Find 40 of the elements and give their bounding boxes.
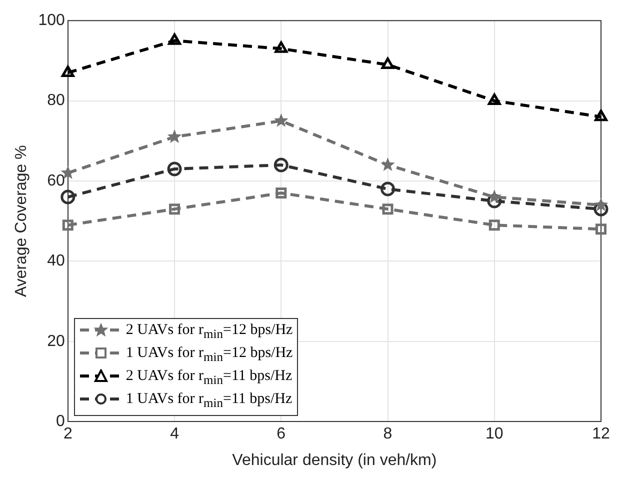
point bbox=[274, 41, 288, 53]
x-tick-label: 10 bbox=[485, 426, 504, 443]
point bbox=[168, 33, 181, 45]
point bbox=[594, 110, 608, 122]
point bbox=[60, 190, 76, 204]
y-tick-label: 40 bbox=[47, 252, 65, 270]
legend-label: 2 UAVs for r$_{min}$=12 bps/Hz bbox=[126, 322, 293, 341]
point bbox=[167, 162, 182, 176]
x-tick-label: 6 bbox=[276, 426, 286, 443]
y-tick-label: 60 bbox=[47, 172, 65, 190]
legend-label: 2 UAVs for r$_{min}$=11 bps/Hz bbox=[126, 368, 292, 387]
point bbox=[596, 224, 606, 235]
y-tick-label: 100 bbox=[38, 12, 65, 30]
x-tick-label: 12 bbox=[592, 426, 610, 443]
point bbox=[274, 158, 288, 172]
point bbox=[488, 220, 500, 231]
point bbox=[381, 57, 394, 69]
point bbox=[382, 204, 394, 215]
y-tick-label: 80 bbox=[47, 92, 65, 110]
legend-label: 1 UAVs for r$_{min}$=12 bps/Hz bbox=[126, 344, 293, 364]
x-tick-label: 4 bbox=[170, 426, 180, 443]
point bbox=[488, 94, 501, 106]
point bbox=[274, 113, 288, 127]
point bbox=[380, 182, 396, 196]
x-axis-title: Vehicular density (in veh/km) bbox=[232, 452, 437, 469]
legend-label: 1 UAVs for r$_{min}$=11 bps/Hz bbox=[126, 390, 292, 410]
point bbox=[169, 204, 180, 215]
point bbox=[594, 198, 608, 212]
x-tick-label: 8 bbox=[383, 426, 392, 443]
point bbox=[62, 220, 74, 231]
point bbox=[487, 194, 502, 208]
y-tick-label: 0 bbox=[56, 413, 65, 430]
point bbox=[276, 188, 287, 199]
point bbox=[380, 157, 395, 172]
point bbox=[61, 65, 74, 77]
y-tick-label: 20 bbox=[47, 332, 65, 350]
point bbox=[167, 129, 182, 143]
x-tick-label: 2 bbox=[63, 426, 72, 443]
point bbox=[594, 202, 608, 216]
y-axis-title: Average Coverage % bbox=[13, 145, 30, 297]
